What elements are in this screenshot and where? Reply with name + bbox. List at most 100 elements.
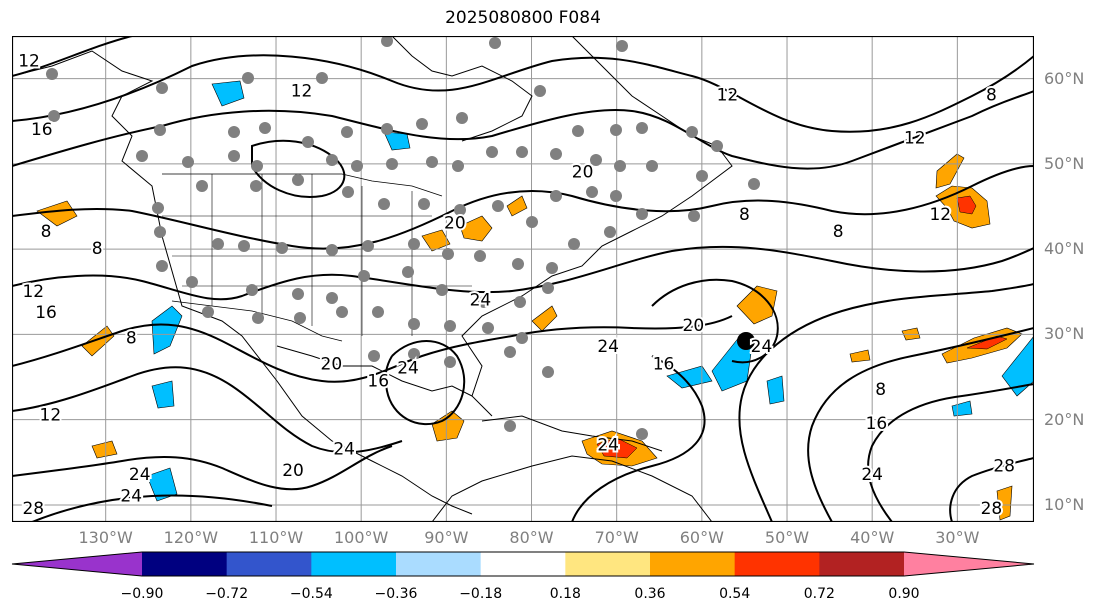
station-dot	[646, 160, 658, 172]
station-dot	[408, 318, 420, 330]
station-dot	[408, 238, 420, 250]
station-dot	[378, 198, 390, 210]
station-dot	[196, 180, 208, 192]
us-canada-border	[162, 173, 443, 197]
station-dot	[358, 270, 370, 282]
fill-patch	[36, 200, 78, 227]
station-dot	[610, 124, 622, 136]
station-dot	[302, 136, 314, 148]
station-dot	[696, 170, 708, 182]
station-dot	[482, 322, 494, 334]
contour-label: 16	[31, 120, 53, 140]
contour-label: 8	[126, 329, 137, 349]
latitude-label: 20°N	[1044, 409, 1085, 429]
station-dot	[514, 296, 526, 308]
station-dot	[590, 154, 602, 166]
station-dot	[252, 312, 264, 324]
contour-label: 20	[572, 162, 594, 182]
station-dot	[316, 72, 328, 84]
fill-patch	[849, 349, 871, 363]
colorbar-bin	[142, 552, 228, 576]
station-dot	[426, 156, 438, 168]
colorbar-bin	[565, 552, 651, 576]
contour-label: 24	[470, 290, 492, 310]
station-dot	[186, 276, 198, 288]
colorbar-under-triangle	[12, 552, 142, 576]
contour-label: 20	[321, 354, 343, 374]
longitude-label: 100°W	[333, 528, 389, 547]
station-dot	[572, 125, 584, 137]
contour-label: 12	[40, 405, 62, 425]
latitude-label: 10°N	[1044, 494, 1085, 514]
storm-center-marker	[737, 332, 755, 350]
contour-label: 24	[120, 486, 142, 506]
contour-label: 24	[861, 465, 883, 485]
contour-label: 12	[18, 52, 40, 72]
colorbar-bin	[311, 552, 397, 576]
station-dot	[48, 110, 60, 122]
contour-line	[384, 340, 466, 426]
contour-label: 8	[875, 380, 886, 400]
station-dot	[251, 160, 263, 172]
fill-patch	[666, 365, 713, 389]
contour-line	[12, 165, 1034, 250]
contour-label: 20	[444, 214, 466, 234]
station-dot	[688, 210, 700, 222]
longitude-label: 120°W	[163, 528, 219, 547]
colorbar-bin	[396, 552, 482, 576]
station-dot	[516, 332, 528, 344]
fill-patch	[146, 467, 178, 502]
colorbar-tick-label: −0.90	[120, 586, 164, 602]
contour-label: 8	[986, 86, 997, 106]
colorbar-over-triangle	[904, 552, 1034, 576]
contour-line	[738, 283, 1034, 522]
colorbar-bin	[650, 552, 736, 576]
fill-patch	[431, 410, 465, 442]
fill-patch	[996, 485, 1013, 521]
station-dot	[504, 346, 516, 358]
fill-patch	[956, 195, 977, 215]
colorbar-tick-label: 0.54	[719, 586, 751, 602]
contour-label: 28	[981, 499, 1003, 519]
contour-line	[949, 457, 1034, 522]
station-dot	[489, 37, 501, 49]
latitude-label: 40°N	[1044, 239, 1085, 259]
contour-label: 24	[597, 337, 619, 357]
station-dot	[182, 156, 194, 168]
longitude-label: 130°W	[78, 528, 133, 547]
longitude-label: 110°W	[248, 528, 304, 547]
contour-line	[12, 315, 733, 383]
station-dot	[46, 68, 58, 80]
station-dot	[486, 146, 498, 158]
station-dot	[276, 242, 288, 254]
station-dot	[368, 350, 380, 362]
station-dot	[250, 180, 262, 192]
south-america-outline	[431, 455, 713, 522]
contour-line	[571, 355, 706, 522]
coastlines	[12, 36, 733, 522]
station-dot	[711, 140, 723, 152]
colorbar-tick-label: 0.90	[888, 586, 920, 602]
contour-label: 24	[129, 465, 151, 485]
station-dot	[456, 112, 468, 124]
station-dot	[636, 208, 648, 220]
colorbar-tick-label: 0.72	[803, 586, 835, 602]
station-dot	[550, 148, 562, 160]
station-dot	[381, 36, 393, 47]
hudson-bay-outline	[391, 36, 533, 142]
station-dot	[292, 288, 304, 300]
contour-line	[12, 90, 1034, 170]
station-dot	[614, 160, 626, 172]
station-dot	[454, 204, 466, 216]
station-dot	[546, 262, 558, 274]
longitude-label: 50°W	[764, 528, 810, 547]
station-dot	[351, 160, 363, 172]
station-dot	[418, 198, 430, 210]
longitude-label: 30°W	[935, 528, 980, 547]
contour-label: 28	[993, 457, 1015, 477]
contour-label: 16	[367, 371, 389, 391]
station-dot	[326, 292, 338, 304]
contour-label: 12	[22, 282, 44, 302]
station-dot	[292, 174, 304, 186]
